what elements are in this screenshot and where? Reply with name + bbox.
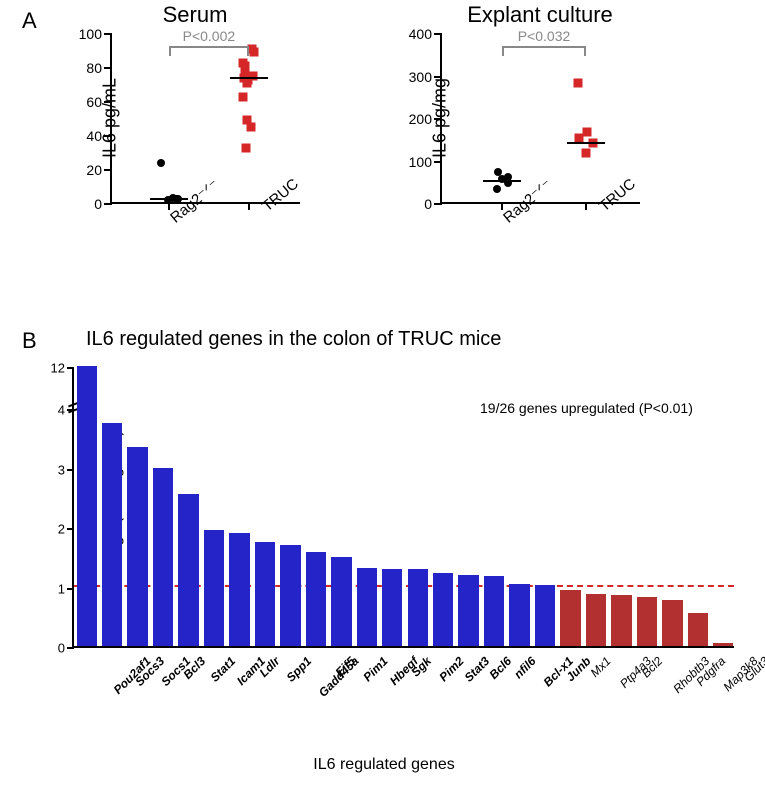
- x-category-label: TRUC: [245, 175, 302, 227]
- bar: [484, 576, 504, 646]
- panel-b-label: B: [22, 328, 37, 354]
- y-axis-label: IL6 pg/mL: [100, 78, 121, 158]
- data-point: [239, 58, 248, 67]
- bar: [535, 585, 555, 646]
- median-line: [230, 77, 268, 79]
- data-point: [582, 149, 591, 158]
- serum-plot-area: 020406080100IL6 pg/mLRag2⁻ᐟ⁻TRUCP<0.002: [110, 34, 300, 204]
- gene-label: Stat1: [207, 654, 238, 685]
- bar: [127, 447, 147, 646]
- bar: [433, 573, 453, 646]
- bar-x-label: IL6 regulated genes: [313, 756, 454, 774]
- explant-chart: Explant culture 0100200300400IL6 pg/mgRa…: [440, 2, 640, 204]
- bar: [102, 423, 122, 646]
- gene-label: nfil6: [512, 654, 539, 681]
- gene-label: Mx1: [587, 654, 613, 680]
- bar: [153, 468, 173, 646]
- serum-title: Serum: [90, 2, 300, 28]
- bar: [204, 530, 224, 646]
- bar: [77, 366, 97, 646]
- data-point: [583, 127, 592, 136]
- bar: [408, 569, 428, 646]
- bar: [637, 597, 657, 646]
- bar: [611, 595, 631, 646]
- median-line: [150, 198, 188, 200]
- p-value-text: P<0.032: [518, 28, 571, 44]
- bar: [382, 569, 402, 646]
- bar: [331, 557, 351, 646]
- serum-chart: Serum 020406080100IL6 pg/mLRag2⁻ᐟ⁻TRUCP<…: [110, 2, 300, 204]
- data-point: [157, 159, 165, 167]
- bar: [586, 594, 606, 646]
- bar: [229, 533, 249, 646]
- bar: [688, 613, 708, 646]
- bar: [306, 552, 326, 646]
- data-point: [247, 45, 256, 54]
- explant-plot-area: 0100200300400IL6 pg/mgRag2⁻ᐟ⁻TRUCP<0.032: [440, 34, 640, 204]
- gene-label: Pim2: [436, 654, 466, 684]
- median-line: [483, 180, 521, 182]
- data-point: [242, 79, 251, 88]
- bar-chart: Fold change (vs Rag2⁻ᐟ⁻) 0123412Pou2af1S…: [24, 368, 744, 678]
- bar: [255, 542, 275, 646]
- panel-a-label: A: [22, 8, 37, 34]
- bar: [178, 494, 198, 646]
- gene-label: Bcl6: [486, 654, 514, 682]
- median-line: [567, 142, 605, 144]
- bar: [560, 590, 580, 646]
- data-point: [238, 92, 247, 101]
- data-point: [493, 185, 501, 193]
- bar-chart-title: IL6 regulated genes in the colon of TRUC…: [86, 328, 501, 351]
- gene-label: Spp1: [284, 654, 315, 685]
- bar: [357, 568, 377, 646]
- data-point: [241, 143, 250, 152]
- bar: [280, 545, 300, 646]
- data-point: [247, 123, 256, 132]
- bar: [458, 575, 478, 646]
- p-value-text: P<0.002: [183, 28, 236, 44]
- gene-label: Pim1: [360, 654, 390, 684]
- y-axis-label: IL6 pg/mg: [430, 78, 451, 158]
- bar: [713, 643, 733, 646]
- data-point: [573, 79, 582, 88]
- bar: [509, 584, 529, 646]
- explant-title: Explant culture: [440, 2, 640, 28]
- bar: [662, 600, 682, 646]
- bar-plot-area: 0123412Pou2af1Socs3Socs1Bcl3Stat1Icam1Ld…: [72, 368, 734, 648]
- x-category-label: TRUC: [582, 175, 639, 227]
